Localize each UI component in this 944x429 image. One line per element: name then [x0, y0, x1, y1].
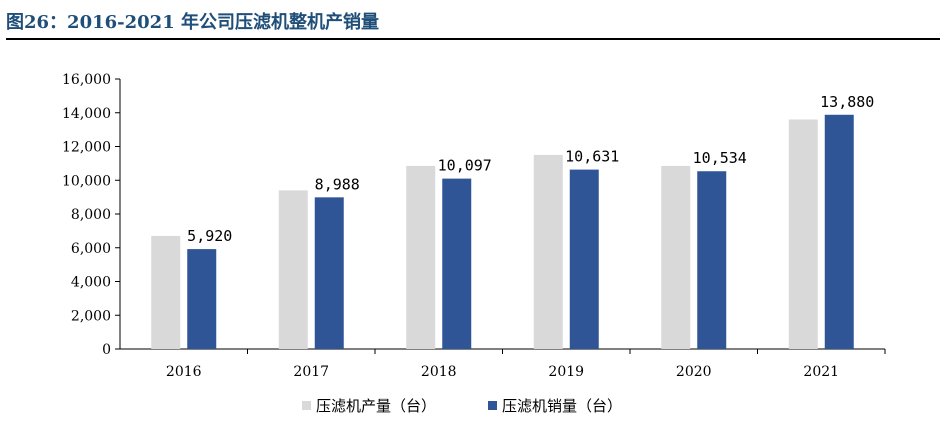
- y-tick-label: 16,000: [62, 72, 111, 88]
- chart-legend: 压滤机产量（台） 压滤机销量（台）: [302, 397, 622, 415]
- sales-bar: [314, 197, 344, 349]
- production-bar: [788, 119, 818, 349]
- production-bar: [406, 165, 436, 349]
- y-tick-label: 12,000: [62, 140, 111, 156]
- sales-bar: [569, 169, 599, 349]
- production-bar: [278, 190, 308, 349]
- y-tick-label: 2,000: [71, 308, 111, 324]
- chart-data-labels: 5,920 8,988 10,097 10,631 10,534 13,880: [187, 93, 874, 245]
- production-bar: [661, 165, 691, 349]
- chart-axes: 0 2,000 4,000 6,000 8,000 10,000 12,000 14,000 1…: [62, 72, 886, 380]
- sales-bar: [697, 171, 727, 349]
- sales-bar: [824, 114, 854, 350]
- legend-label-sales: 压滤机销量（台）: [502, 397, 622, 415]
- title-underline: [6, 38, 940, 40]
- y-tick-label: 6,000: [71, 241, 111, 257]
- y-tick-label: 14,000: [62, 106, 111, 122]
- y-tick-label: 8,000: [71, 207, 111, 223]
- y-tick-label: 4,000: [71, 275, 111, 291]
- sales-data-label: 10,631: [565, 148, 619, 166]
- legend-swatch-sales: [488, 401, 497, 410]
- sales-bar: [442, 178, 472, 349]
- y-tick-label: 0: [102, 342, 111, 358]
- sales-data-label: 10,097: [438, 157, 492, 175]
- x-tick-label: 2021: [803, 364, 839, 380]
- x-tick-label: 2016: [166, 364, 202, 380]
- legend-swatch-production: [302, 401, 311, 410]
- sales-data-label: 10,534: [693, 149, 747, 167]
- sales-data-label: 8,988: [315, 175, 360, 193]
- sales-bar: [187, 249, 217, 349]
- legend-label-production: 压滤机产量（台）: [316, 397, 436, 415]
- production-bar: [533, 154, 563, 349]
- sales-data-label: 5,920: [187, 227, 232, 245]
- y-tick-label: 10,000: [62, 173, 111, 189]
- figure-title: 图26：2016-2021 年公司压滤机整机产销量: [6, 12, 379, 33]
- x-tick-label: 2019: [548, 364, 584, 380]
- sales-data-label: 13,880: [820, 93, 874, 111]
- chart-bars: [151, 114, 854, 350]
- x-tick-label: 2017: [293, 364, 329, 380]
- production-bar: [151, 235, 181, 349]
- x-tick-label: 2020: [676, 364, 712, 380]
- x-tick-label: 2018: [421, 364, 457, 380]
